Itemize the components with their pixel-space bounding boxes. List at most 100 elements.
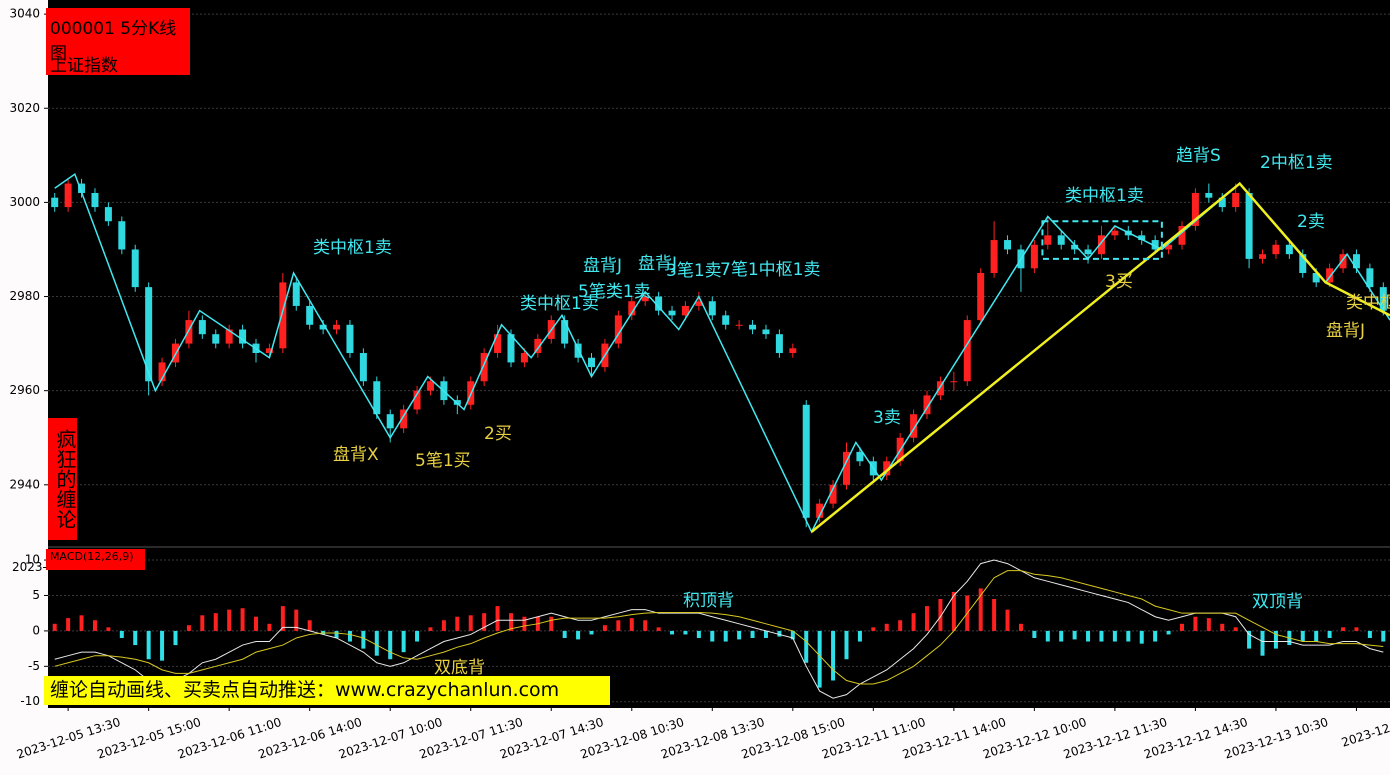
candle-body bbox=[225, 329, 233, 344]
macd-bar bbox=[1220, 623, 1225, 631]
macd-bar bbox=[1059, 630, 1064, 642]
macd-bar bbox=[562, 630, 567, 638]
macd-bar bbox=[173, 630, 178, 646]
macd-bar bbox=[455, 616, 460, 631]
candle-body bbox=[1138, 235, 1146, 241]
macd-bar bbox=[1153, 630, 1158, 642]
candle-body bbox=[963, 320, 971, 382]
candle-body bbox=[1379, 287, 1387, 311]
candle-body bbox=[1057, 235, 1065, 245]
candle-body bbox=[695, 301, 703, 306]
header-box: 000001 5分K线图 上证指数 bbox=[46, 8, 190, 76]
candle-body bbox=[574, 343, 582, 358]
candle-body bbox=[413, 390, 421, 410]
macd-bar bbox=[1354, 627, 1359, 631]
candle-body bbox=[359, 353, 367, 382]
macd-bar bbox=[1005, 609, 1010, 631]
candle-body bbox=[735, 324, 743, 326]
macd-bar bbox=[1314, 630, 1319, 642]
annotation: 双顶背 bbox=[1252, 592, 1303, 612]
macd-bar bbox=[254, 616, 259, 631]
annotation: 5笔类1卖 bbox=[578, 282, 651, 302]
candle-body bbox=[1299, 254, 1307, 273]
candle-body bbox=[668, 310, 676, 316]
x-tick-label: 2023-12-13 bbox=[1340, 715, 1390, 750]
plot-background bbox=[48, 0, 1390, 708]
candle-body bbox=[990, 240, 998, 273]
annotation: 2卖 bbox=[1297, 212, 1325, 232]
macd-label: MACD(12,26,9) bbox=[46, 549, 145, 570]
macd-bar bbox=[508, 613, 513, 631]
candle-body bbox=[1178, 225, 1186, 245]
macd-bar bbox=[656, 627, 661, 631]
candle-body bbox=[185, 320, 193, 344]
macd-bar bbox=[374, 630, 379, 656]
macd-bar bbox=[1327, 630, 1332, 638]
candle-body bbox=[306, 305, 314, 325]
candle-body bbox=[333, 324, 341, 330]
macd-bar bbox=[388, 630, 393, 660]
macd-bar bbox=[737, 630, 742, 640]
candle-body bbox=[373, 381, 381, 415]
candle-body bbox=[641, 296, 649, 302]
y-tick-label: 5 bbox=[32, 588, 40, 602]
segment-line bbox=[810, 181, 1390, 533]
macd-bar bbox=[1086, 630, 1091, 642]
annotation: 7笔1中枢1卖 bbox=[720, 260, 820, 280]
candle-body bbox=[856, 451, 864, 462]
macd-bar bbox=[79, 615, 84, 631]
macd-bar bbox=[710, 630, 715, 642]
candle-body bbox=[520, 353, 528, 363]
candle-body bbox=[426, 381, 434, 391]
candle-body bbox=[883, 461, 891, 476]
annotation: 盘背X bbox=[333, 445, 379, 465]
code-title: 000001 5分K线图 bbox=[50, 19, 177, 64]
macd-bar bbox=[1139, 630, 1144, 644]
macd-bar bbox=[1193, 616, 1198, 631]
macd-bar bbox=[1112, 630, 1117, 642]
candle-body bbox=[534, 338, 542, 354]
annotation: 积顶背 bbox=[683, 591, 734, 611]
macd-line bbox=[54, 570, 1384, 685]
candle-body bbox=[1151, 240, 1159, 250]
macd-bar bbox=[307, 620, 312, 631]
candle-body bbox=[936, 381, 944, 396]
candle-body bbox=[816, 503, 824, 518]
macd-bar bbox=[1179, 623, 1184, 631]
macd-bar bbox=[482, 613, 487, 631]
macd-bar bbox=[831, 630, 836, 681]
macd-bar bbox=[92, 620, 97, 631]
candle-body bbox=[1352, 254, 1360, 269]
candle-body bbox=[802, 404, 810, 518]
side-label: 疯狂的缠论 bbox=[48, 418, 77, 540]
candle-body bbox=[51, 197, 59, 208]
macd-bar bbox=[1045, 630, 1050, 642]
candle-body bbox=[1165, 244, 1173, 250]
candle-body bbox=[319, 324, 327, 330]
candle-body bbox=[1004, 240, 1012, 250]
macd-bar bbox=[1381, 630, 1386, 642]
candle-body bbox=[279, 282, 287, 349]
macd-bar bbox=[750, 630, 755, 638]
candle-body bbox=[131, 249, 139, 288]
candle-body bbox=[910, 414, 918, 438]
y-tick-label: 2940 bbox=[9, 477, 40, 491]
annotation: 2买 bbox=[484, 424, 512, 444]
y-tick-label: 2960 bbox=[9, 383, 40, 397]
candle-body bbox=[91, 192, 99, 208]
candle-body bbox=[1312, 273, 1320, 283]
macd-bar bbox=[200, 615, 205, 631]
macd-bar bbox=[589, 630, 594, 635]
y-tick-label: -5 bbox=[28, 659, 40, 673]
macd-bar bbox=[804, 630, 809, 663]
macd-bar bbox=[1273, 630, 1278, 649]
candle-body bbox=[977, 273, 985, 321]
macd-bar bbox=[1260, 630, 1265, 656]
macd-bar bbox=[495, 606, 500, 631]
annotation: 类中枢1卖 bbox=[313, 238, 392, 258]
candle-body bbox=[507, 334, 515, 363]
candle-body bbox=[1218, 197, 1226, 208]
candle-body bbox=[842, 451, 850, 485]
y-tick-label: 10 bbox=[25, 553, 40, 567]
